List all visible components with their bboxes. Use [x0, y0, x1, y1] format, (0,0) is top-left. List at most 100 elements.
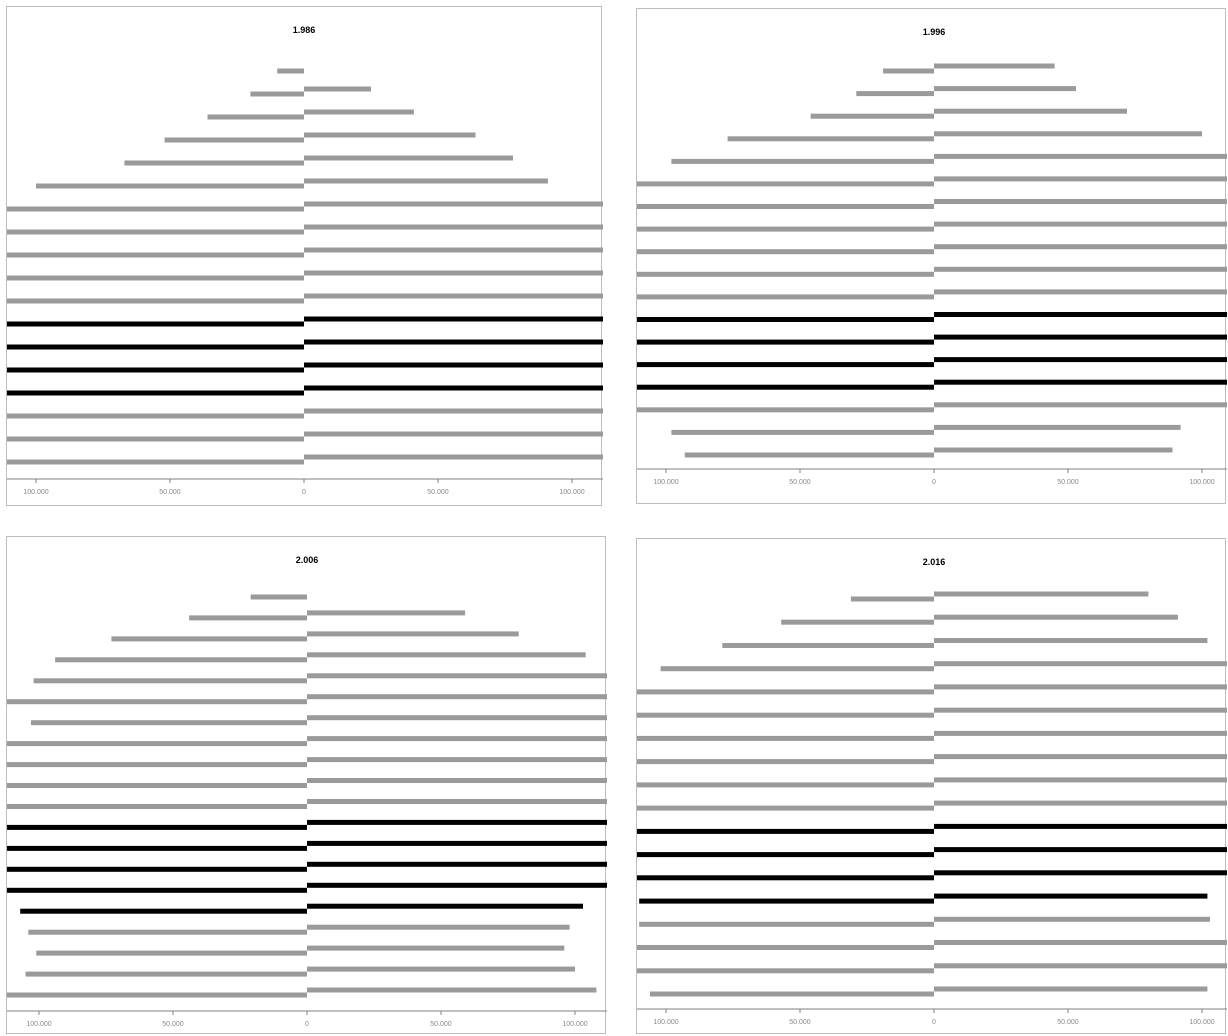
right-bar-12 [934, 199, 1227, 204]
right-bar-17 [307, 652, 586, 658]
x-tick-label: 100.000 [26, 1021, 51, 1028]
left-bar-17 [250, 91, 304, 97]
pyramid-chart-1986: 1.986200.000150.000100.00050.000050.0001… [7, 25, 603, 496]
x-tick-label: 0 [302, 489, 306, 496]
x-tick-label: 50.000 [159, 489, 181, 496]
right-bar-14 [307, 715, 607, 721]
x-tick-label: 50.000 [1057, 479, 1079, 486]
left-bar-12 [7, 206, 304, 212]
left-bar-10 [7, 252, 305, 258]
right-bar-10 [307, 799, 607, 804]
right-bar-9 [304, 270, 603, 276]
x-tick-label: 50.000 [427, 489, 449, 496]
left-bar-8 [637, 828, 934, 834]
left-bar-6 [637, 339, 934, 345]
right-bar-15 [304, 132, 476, 138]
left-bar-17 [856, 91, 934, 97]
left-bar-1 [684, 452, 934, 458]
left-bar-4 [28, 929, 308, 935]
left-bar-5 [7, 367, 305, 373]
right-bar-2 [934, 963, 1227, 969]
left-bar-20 [250, 594, 307, 600]
right-bar-11 [934, 754, 1227, 760]
left-bar-12 [637, 735, 934, 741]
left-bar-11 [7, 783, 307, 788]
left-bar-7 [637, 852, 934, 858]
right-bar-7 [307, 861, 607, 867]
pyramid-panel-1986: 1.986200.000150.000100.00050.000050.0001… [6, 6, 603, 506]
x-tick-label: 100.000 [1189, 479, 1214, 486]
pyramid-chart-2016: 2.016200.000150.000100.00050.000050.0001… [637, 557, 1227, 1026]
right-bar-14 [934, 153, 1227, 159]
x-tick-label: 100.000 [23, 489, 48, 496]
left-bar-1 [649, 991, 934, 997]
left-bar-2 [671, 429, 934, 435]
left-bar-15 [164, 137, 304, 143]
right-bar-4 [304, 385, 603, 391]
left-bar-6 [637, 875, 934, 881]
left-bar-13 [637, 712, 934, 718]
left-bar-9 [7, 275, 304, 281]
left-bar-9 [7, 824, 307, 830]
right-bar-13 [307, 736, 607, 742]
right-bar-4 [934, 916, 1210, 922]
left-bar-4 [637, 384, 934, 390]
left-bar-4 [639, 921, 934, 927]
left-bar-14 [637, 689, 934, 695]
x-tick-label: 50.000 [1057, 1019, 1079, 1026]
pyramid-panel-2006: 2.006200.000150.000100.00050.000050.0001… [6, 536, 607, 1034]
left-bar-9 [637, 805, 934, 811]
left-bar-8 [7, 298, 305, 304]
x-tick-label: 0 [932, 1019, 936, 1026]
right-bar-7 [304, 316, 603, 322]
right-bar-18 [307, 631, 519, 637]
right-bar-11 [934, 221, 1227, 227]
right-bar-1 [307, 987, 597, 993]
left-bar-18 [277, 68, 304, 74]
right-bar-4 [307, 924, 570, 930]
right-bar-5 [304, 362, 603, 368]
left-bar-16 [810, 113, 934, 119]
x-tick-label: 100.000 [562, 1021, 587, 1028]
right-bar-18 [934, 63, 1055, 69]
left-bar-2 [7, 436, 305, 442]
right-bar-2 [934, 424, 1181, 430]
right-bar-8 [934, 823, 1227, 829]
left-bar-15 [727, 136, 934, 142]
x-tick-label: 0 [932, 479, 936, 486]
right-bar-3 [304, 408, 603, 414]
right-bar-9 [307, 819, 607, 825]
right-bar-15 [307, 694, 607, 700]
right-bar-10 [304, 247, 603, 253]
left-bar-2 [25, 971, 307, 977]
left-bar-3 [637, 407, 934, 413]
left-bar-10 [7, 804, 307, 809]
left-bar-8 [7, 845, 307, 851]
left-bar-18 [850, 596, 934, 602]
right-bar-11 [304, 224, 603, 230]
left-bar-16 [33, 678, 307, 684]
right-bar-12 [307, 757, 607, 763]
left-bar-10 [637, 782, 934, 788]
x-tick-label: 100.000 [559, 489, 584, 496]
right-bar-17 [304, 86, 371, 92]
left-bar-17 [781, 619, 934, 625]
right-bar-12 [304, 201, 603, 207]
left-bar-3 [36, 950, 308, 956]
x-tick-label: 50.000 [162, 1021, 184, 1028]
right-bar-1 [934, 986, 1208, 992]
left-bar-15 [7, 699, 308, 705]
right-bar-10 [934, 244, 1227, 250]
right-bar-8 [307, 840, 607, 846]
left-bar-3 [7, 413, 304, 419]
x-tick-label: 50.000 [789, 1019, 811, 1026]
right-bar-10 [934, 777, 1227, 783]
left-bar-9 [637, 271, 934, 277]
left-bar-4 [7, 390, 304, 396]
left-bar-2 [637, 968, 934, 974]
left-bar-5 [20, 908, 307, 914]
right-bar-17 [934, 614, 1178, 620]
right-bar-19 [307, 610, 466, 616]
left-bar-8 [637, 294, 934, 300]
right-bar-13 [304, 178, 548, 184]
